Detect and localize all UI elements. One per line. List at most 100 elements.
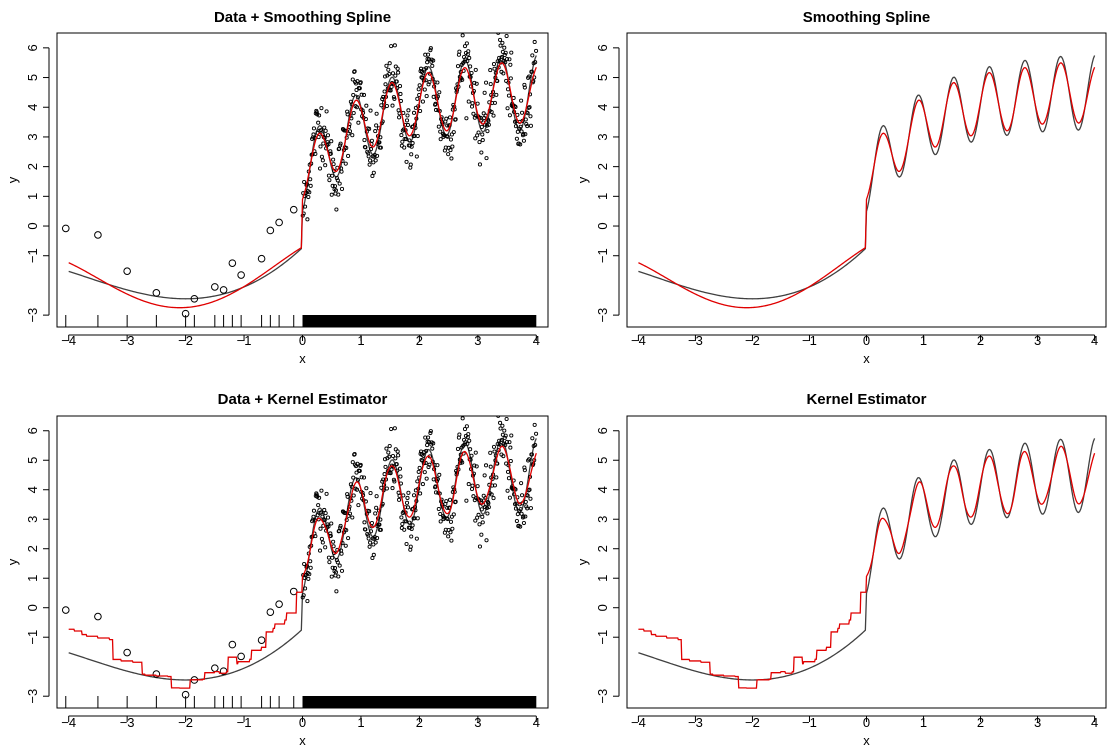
data-point xyxy=(344,528,349,533)
data-point xyxy=(484,538,489,543)
data-point xyxy=(466,99,471,104)
y-tick-label: 2 xyxy=(595,163,610,170)
data-point xyxy=(345,109,350,114)
data-point xyxy=(464,424,469,429)
data-point xyxy=(498,43,503,48)
x-tick-label: 3 xyxy=(474,715,481,730)
data-point xyxy=(371,542,376,547)
data-point xyxy=(414,154,419,159)
data-point xyxy=(307,190,312,195)
y-tick-label: 5 xyxy=(595,457,610,464)
data-point xyxy=(333,570,338,575)
data-point xyxy=(430,446,435,451)
y-axis-label: y xyxy=(575,558,590,565)
data-point xyxy=(380,96,385,102)
data-point xyxy=(469,70,474,76)
data-point xyxy=(486,501,491,506)
data-point xyxy=(428,429,433,434)
data-point xyxy=(519,129,524,134)
data-point xyxy=(389,467,394,472)
data-point xyxy=(435,80,440,85)
data-point xyxy=(390,71,396,76)
data-point xyxy=(308,559,313,564)
data-point xyxy=(383,464,388,469)
data-point xyxy=(393,456,398,461)
data-point xyxy=(330,183,335,188)
data-point xyxy=(476,130,481,135)
data-point xyxy=(504,416,509,422)
data-point xyxy=(399,515,404,520)
data-point xyxy=(347,511,353,516)
data-point xyxy=(438,129,443,134)
data-point xyxy=(508,62,513,67)
data-point xyxy=(462,427,468,432)
data-point xyxy=(325,515,331,520)
data-point xyxy=(522,465,527,470)
data-point xyxy=(363,527,368,532)
data-point xyxy=(449,156,454,161)
data-point xyxy=(471,111,476,116)
data-point xyxy=(408,162,413,167)
y-tick-label: 5 xyxy=(595,74,610,81)
data-point xyxy=(505,488,510,493)
data-point xyxy=(339,186,345,191)
data-point xyxy=(522,82,527,87)
data-point xyxy=(402,527,407,532)
chart-panel-1: Data + Smoothing Spline −4 −3 −2 −1 0 1 2 3 4 x −3 −… xyxy=(5,9,549,366)
data-point xyxy=(462,44,468,49)
data-point xyxy=(480,138,485,143)
data-point xyxy=(325,140,330,145)
data-point xyxy=(498,37,503,42)
data-point xyxy=(327,560,332,565)
data-point xyxy=(61,224,70,233)
y-tick-label: 6 xyxy=(595,44,610,51)
data-point xyxy=(338,143,343,148)
data-point xyxy=(408,544,413,549)
data-point xyxy=(422,470,427,475)
data-point xyxy=(465,441,470,446)
data-point xyxy=(266,608,275,616)
y-tick-label: 4 xyxy=(25,486,40,493)
data-point xyxy=(322,507,327,513)
data-point xyxy=(334,558,339,563)
data-point xyxy=(358,462,363,467)
data-point xyxy=(374,505,379,510)
data-point xyxy=(389,84,394,89)
data-point xyxy=(318,510,324,515)
data-point xyxy=(465,58,470,64)
data-point xyxy=(505,469,511,474)
data-point xyxy=(386,67,391,72)
data-point xyxy=(492,100,497,105)
data-point xyxy=(361,92,367,98)
data-point xyxy=(334,176,339,181)
data-point xyxy=(528,114,533,119)
data-point xyxy=(350,515,355,520)
plot-area xyxy=(638,438,1096,689)
data-point xyxy=(190,294,199,303)
data-point xyxy=(328,151,333,156)
x-tick-label: 2 xyxy=(416,333,423,348)
data-point xyxy=(322,125,327,130)
data-point xyxy=(457,432,462,437)
data-point xyxy=(386,450,391,455)
data-point xyxy=(345,494,350,499)
data-point xyxy=(446,152,451,157)
data-point xyxy=(534,28,537,31)
data-point xyxy=(275,218,283,227)
y-tick-label: 5 xyxy=(25,74,40,81)
chart-title: Data + Smoothing Spline xyxy=(214,9,391,26)
data-point xyxy=(467,55,472,61)
data-point xyxy=(372,535,377,540)
data-point xyxy=(334,589,339,594)
data-point xyxy=(308,177,313,182)
data-point xyxy=(300,595,305,600)
data-point xyxy=(382,472,387,477)
data-point xyxy=(445,516,450,522)
data-point xyxy=(470,483,475,488)
data-point xyxy=(437,90,442,95)
data-point xyxy=(302,561,307,567)
data-point xyxy=(433,107,439,113)
data-point xyxy=(311,514,316,519)
y-tick-label: 0 xyxy=(595,604,610,611)
data-point xyxy=(211,283,219,291)
